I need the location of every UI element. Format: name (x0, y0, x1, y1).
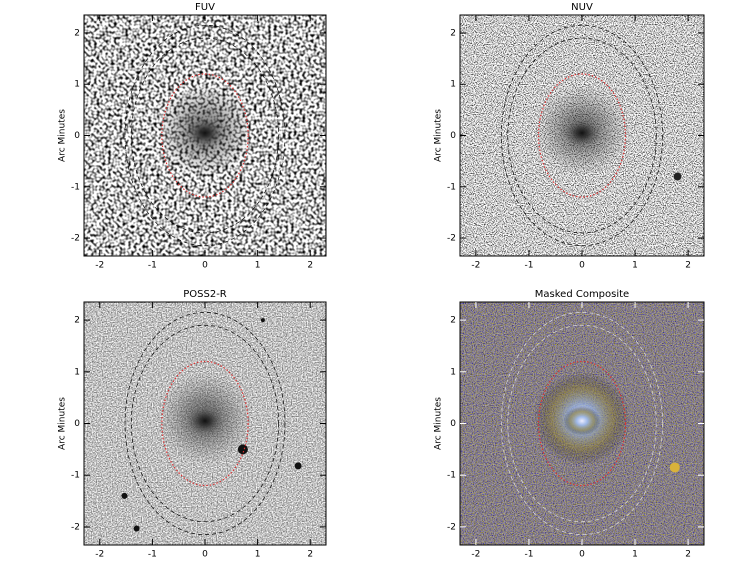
y-axis-label: Arc Minutes (434, 109, 444, 162)
galaxy-core (186, 118, 224, 148)
aperture-red (537, 360, 627, 487)
x-tick-label: -2 (471, 261, 480, 271)
aperture-red (161, 73, 249, 198)
x-tick-label: -2 (471, 550, 480, 560)
y-tick-label: 2 (450, 28, 456, 38)
y-tick-label: 0 (74, 419, 80, 429)
panel-title: POSS2-R (183, 289, 227, 300)
aperture-inner (130, 37, 280, 234)
x-tick-label: 2 (307, 550, 313, 560)
aperture-outer (124, 311, 286, 536)
y-tick-label: 2 (450, 316, 456, 326)
star (133, 525, 140, 532)
x-tick-label: -2 (95, 550, 104, 560)
y-tick-label: -2 (447, 522, 456, 532)
panel-title: Masked Composite (535, 289, 629, 300)
x-tick-label: 1 (255, 261, 261, 271)
x-tick-label: 0 (579, 550, 585, 560)
star (260, 318, 265, 323)
aperture-outer (501, 311, 663, 536)
image (84, 302, 326, 545)
image (460, 302, 704, 545)
x-tick-label: 2 (685, 261, 691, 271)
aperture-outer (124, 24, 286, 247)
y-axis-label: Arc Minutes (58, 109, 68, 162)
panel: -2 -1 0 1 2 -2 -1 0 1 2 POSS2-R Arc Minutes (58, 289, 327, 560)
x-tick-label: 1 (255, 550, 261, 560)
galaxy-core (186, 406, 224, 436)
panel-title: NUV (571, 2, 593, 13)
panel-title: FUV (195, 2, 215, 13)
y-tick-label: -1 (447, 471, 456, 481)
star (669, 462, 680, 473)
x-tick-label: 0 (579, 261, 585, 271)
y-tick-label: 2 (74, 28, 80, 38)
star (294, 462, 302, 470)
y-axis-label: Arc Minutes (58, 397, 68, 450)
y-tick-label: -2 (71, 234, 80, 244)
y-tick-label: 1 (450, 367, 456, 377)
x-tick-label: 0 (202, 261, 208, 271)
y-axis-label: Arc Minutes (434, 397, 444, 450)
y-tick-label: 1 (74, 80, 80, 90)
y-tick-label: 0 (450, 419, 456, 429)
aperture-outer (501, 24, 663, 247)
galaxy-core (563, 118, 601, 148)
star (121, 492, 128, 499)
aperture-inner (507, 37, 657, 234)
galaxy-core (563, 406, 601, 436)
star (237, 444, 248, 455)
y-tick-label: 0 (74, 131, 80, 141)
y-tick-label: -1 (447, 182, 456, 192)
aperture-red (161, 360, 249, 487)
x-tick-label: 2 (307, 261, 313, 271)
x-tick-label: -1 (524, 550, 533, 560)
panel: -2 -1 0 1 2 -2 -1 0 1 2 FUV Arc Minutes (58, 2, 327, 271)
x-tick-label: 1 (632, 550, 638, 560)
panel: -2 -1 0 1 2 -2 -1 0 1 2 NUV Arc Minutes (434, 2, 705, 271)
star (673, 172, 682, 181)
y-tick-label: -1 (71, 471, 80, 481)
x-tick-label: 0 (202, 550, 208, 560)
y-tick-label: -1 (71, 182, 80, 192)
x-tick-label: -2 (95, 261, 104, 271)
aperture-inner (130, 324, 280, 523)
image (460, 15, 704, 256)
y-tick-label: -2 (71, 522, 80, 532)
x-tick-label: 2 (685, 550, 691, 560)
y-tick-label: 1 (74, 367, 80, 377)
y-tick-label: 0 (450, 131, 456, 141)
y-tick-label: -2 (447, 234, 456, 244)
panel: -2 -1 0 1 2 -2 -1 0 1 2 Masked Composite Arc Minute… (434, 289, 705, 560)
x-tick-label: -1 (524, 261, 533, 271)
x-tick-label: -1 (148, 550, 157, 560)
x-tick-label: -1 (148, 261, 157, 271)
aperture-inner (507, 324, 657, 523)
y-tick-label: 1 (450, 80, 456, 90)
image (84, 15, 326, 256)
y-tick-label: 2 (74, 316, 80, 326)
x-tick-label: 1 (632, 261, 638, 271)
aperture-red (537, 73, 627, 198)
